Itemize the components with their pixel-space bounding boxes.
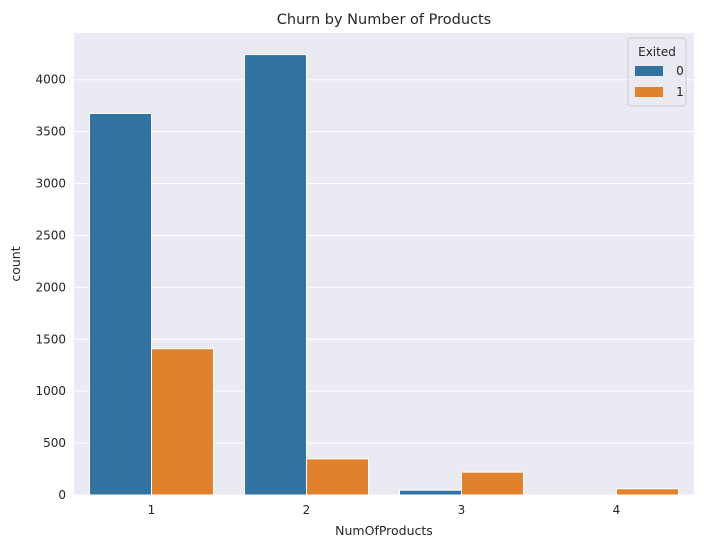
y-tick-label: 3000 bbox=[35, 177, 66, 191]
legend-label-1: 1 bbox=[676, 85, 684, 99]
y-tick-label: 2000 bbox=[35, 280, 66, 294]
y-tick-label: 0 bbox=[58, 488, 66, 502]
legend-swatch-1 bbox=[635, 87, 663, 97]
bar-cat-2-series-0 bbox=[244, 54, 307, 496]
bar-cat-1-series-1 bbox=[151, 348, 214, 496]
legend: Exited 0 1 bbox=[627, 37, 687, 107]
y-tick-label: 2500 bbox=[35, 228, 66, 242]
bar-cat-1-series-0 bbox=[89, 112, 152, 496]
y-tick-label: 500 bbox=[43, 436, 66, 450]
legend-title: Exited bbox=[638, 45, 676, 59]
x-tick-label: 1 bbox=[148, 503, 156, 517]
x-tick-label: 2 bbox=[303, 503, 311, 517]
y-tick-label: 1500 bbox=[35, 332, 66, 346]
x-tick-labels: 1 2 3 4 bbox=[148, 503, 621, 517]
y-tick-labels: 0 500 1000 1500 2000 2500 3000 3500 4000 bbox=[35, 73, 66, 502]
x-axis-label: NumOfProducts bbox=[335, 523, 433, 538]
bar-cat-3-series-1 bbox=[461, 471, 524, 496]
y-axis-label: count bbox=[8, 246, 23, 281]
chart-title: Churn by Number of Products bbox=[277, 12, 491, 28]
y-tick-label: 1000 bbox=[35, 384, 66, 398]
x-tick-label: 3 bbox=[458, 503, 466, 517]
bar-cat-3-series-0 bbox=[399, 489, 462, 496]
y-tick-label: 4000 bbox=[35, 73, 66, 87]
x-tick-label: 4 bbox=[613, 503, 621, 517]
bars bbox=[89, 54, 679, 496]
bar-cat-4-series-1 bbox=[616, 488, 679, 496]
y-tick-label: 3500 bbox=[35, 125, 66, 139]
legend-label-0: 0 bbox=[676, 64, 684, 78]
bar-cat-2-series-1 bbox=[306, 458, 369, 496]
legend-swatch-0 bbox=[635, 66, 663, 76]
